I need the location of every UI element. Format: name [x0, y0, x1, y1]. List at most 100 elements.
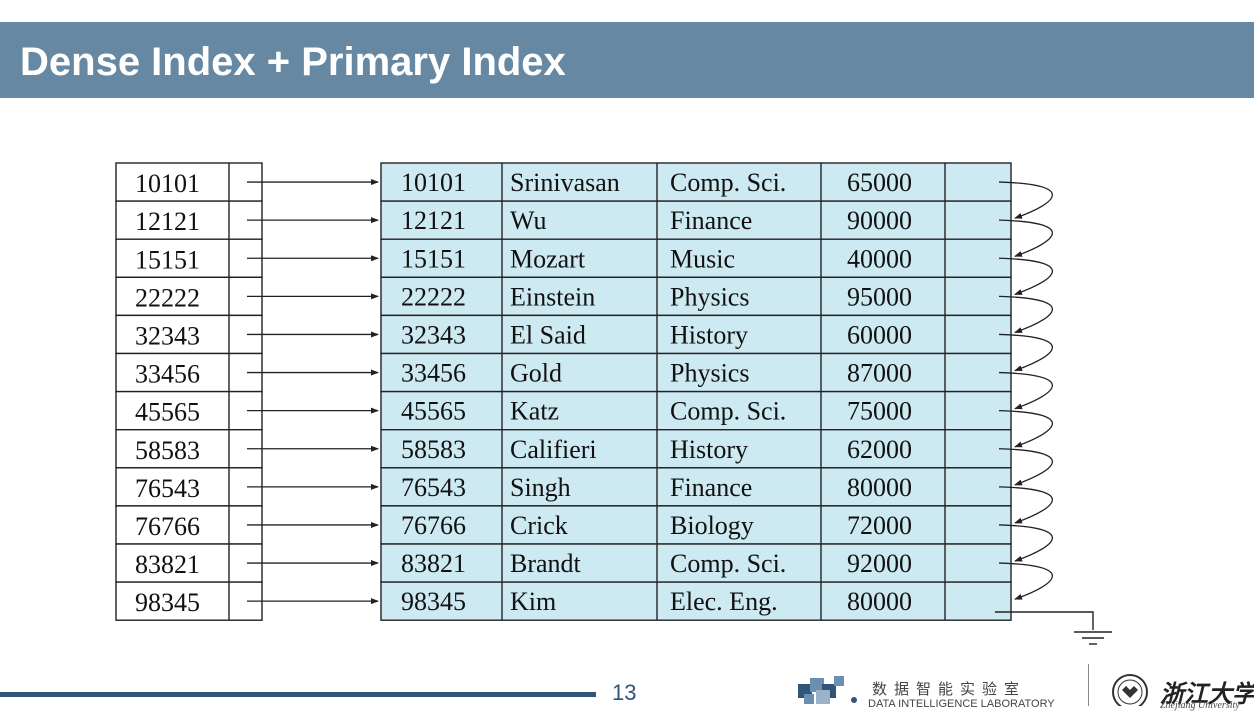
record-name: Crick — [510, 511, 568, 540]
chain-pointer-arrow — [998, 257, 1053, 295]
chain-pointer-arrow — [998, 181, 1053, 219]
record-id: 33456 — [401, 359, 466, 388]
record-id: 10101 — [401, 168, 466, 197]
index-key: 98345 — [135, 588, 200, 617]
chain-pointer-arrow — [998, 486, 1053, 524]
index-key: 12121 — [135, 207, 200, 236]
index-key: 58583 — [135, 436, 200, 465]
index-entry — [115, 200, 263, 240]
record-salary: 87000 — [847, 359, 912, 388]
index-entry — [115, 543, 263, 583]
record-name: Srinivasan — [510, 168, 620, 197]
record-row: 76766 Crick Biology 72000 — [380, 505, 1012, 545]
index-key: 76766 — [135, 512, 200, 541]
chain-pointer-arrow — [998, 295, 1053, 334]
record-name: Einstein — [510, 282, 595, 311]
index-key: 76543 — [135, 474, 200, 503]
chain-pointer-arrow — [998, 219, 1053, 257]
record-dept: Finance — [670, 473, 752, 502]
record-row: 22222 Einstein Physics 95000 — [380, 276, 1012, 317]
record-row: 33456 Gold Physics 87000 — [380, 352, 1012, 393]
record-id: 83821 — [401, 549, 466, 578]
record-file: 10101 Srinivasan Comp. Sci. 65000 12121 Wu Fin… — [380, 162, 1012, 621]
null-pointer-ground-icon — [995, 611, 1112, 645]
record-name: Kim — [510, 587, 556, 616]
record-name: Gold — [510, 359, 562, 388]
record-dept: Comp. Sci. — [670, 549, 786, 578]
record-dept: Biology — [670, 511, 754, 540]
page-number: 13 — [612, 680, 637, 705]
index-entry — [115, 352, 263, 393]
record-name: Mozart — [510, 244, 586, 273]
record-salary: 60000 — [847, 321, 912, 350]
record-id: 98345 — [401, 587, 466, 616]
chain-pointer-arrow — [998, 410, 1053, 448]
record-row: 10101 Srinivasan Comp. Sci. 65000 — [380, 162, 1012, 202]
university-seal-icon — [1112, 674, 1148, 706]
record-id: 15151 — [401, 244, 466, 273]
record-dept: Music — [670, 244, 735, 273]
university-name-cn: 浙江大学 — [1160, 679, 1254, 708]
record-chain-pointers — [998, 181, 1053, 600]
index-entry — [115, 314, 263, 355]
record-row: 12121 Wu Finance 90000 — [380, 200, 1012, 240]
record-id: 45565 — [401, 397, 466, 426]
record-name: El Said — [510, 321, 586, 350]
index-key: 22222 — [135, 283, 200, 312]
index-file: 10101 12121 15151 22222 32343 33456 45565 58583… — [115, 162, 263, 621]
record-salary: 40000 — [847, 244, 912, 273]
index-key: 10101 — [135, 169, 200, 198]
record-dept: Finance — [670, 206, 752, 235]
record-dept: Elec. Eng. — [670, 587, 778, 616]
record-name: Singh — [510, 473, 571, 502]
record-row: 58583 Califieri History 62000 — [380, 429, 1012, 469]
lab-logo-icon — [798, 676, 857, 704]
record-name: Brandt — [510, 549, 582, 578]
record-salary: 65000 — [847, 168, 912, 197]
slide-title: Dense Index + Primary Index — [20, 40, 566, 84]
record-dept: Comp. Sci. — [670, 168, 786, 197]
record-name: Califieri — [510, 435, 597, 464]
footer-line — [0, 692, 596, 697]
record-salary: 95000 — [847, 282, 912, 311]
record-id: 12121 — [401, 206, 466, 235]
lab-name-cn: 数据智能实验室 — [872, 680, 1027, 698]
chain-pointer-arrow — [998, 371, 1053, 410]
lab-name-en: DATA INTELLIGENCE LABORATORY — [868, 698, 1055, 710]
record-dept: History — [670, 435, 748, 464]
record-row: 76543 Singh Finance 80000 — [380, 467, 1012, 507]
record-salary: 92000 — [847, 549, 912, 578]
index-key: 45565 — [135, 398, 200, 427]
index-key: 15151 — [135, 245, 200, 274]
record-dept: Comp. Sci. — [670, 397, 786, 426]
record-salary: 90000 — [847, 206, 912, 235]
record-id: 76766 — [401, 511, 466, 540]
record-salary: 62000 — [847, 435, 912, 464]
record-row: 45565 Katz Comp. Sci. 75000 — [380, 390, 1012, 431]
record-id: 76543 — [401, 473, 466, 502]
chain-pointer-arrow — [998, 562, 1053, 600]
chain-pointer-arrow — [998, 448, 1053, 486]
record-salary: 72000 — [847, 511, 912, 540]
record-salary: 80000 — [847, 473, 912, 502]
record-row: 83821 Brandt Comp. Sci. 92000 — [380, 543, 1012, 583]
record-row: 32343 El Said History 60000 — [380, 314, 1012, 355]
index-key: 83821 — [135, 550, 200, 579]
record-name: Wu — [510, 206, 547, 235]
record-id: 32343 — [401, 321, 466, 350]
chain-pointer-arrow — [998, 524, 1053, 562]
record-dept: History — [670, 321, 748, 350]
title-bar: Dense Index + Primary Index — [0, 22, 1254, 98]
index-entry — [115, 390, 263, 431]
record-dept: Physics — [670, 359, 749, 388]
chain-pointer-arrow — [998, 333, 1053, 372]
record-dept: Physics — [670, 282, 749, 311]
record-row: 15151 Mozart Music 40000 — [380, 238, 1012, 278]
footer-divider — [1088, 664, 1089, 706]
index-key: 32343 — [135, 322, 200, 351]
index-pointers — [247, 179, 379, 605]
record-row: 98345 Kim Elec. Eng. 80000 — [380, 581, 1012, 621]
record-salary: 75000 — [847, 397, 912, 426]
record-id: 22222 — [401, 282, 466, 311]
